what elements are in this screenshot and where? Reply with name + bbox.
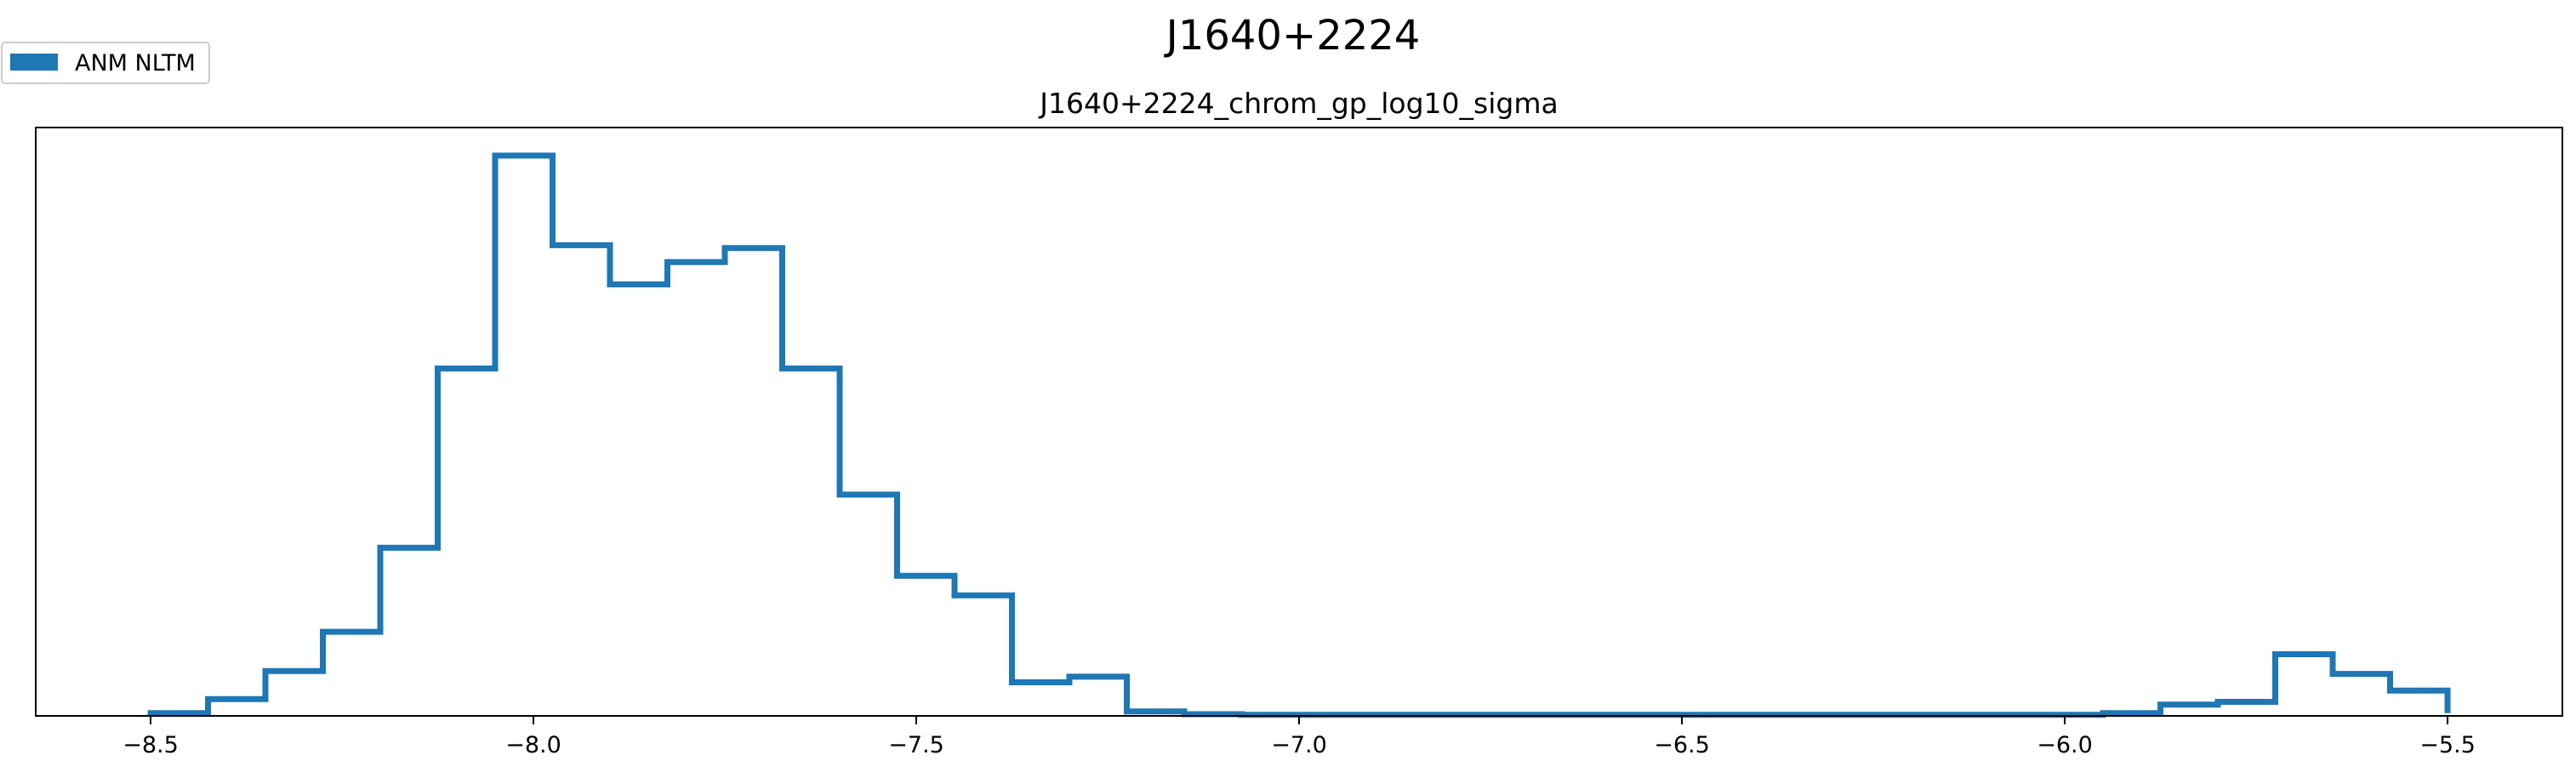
legend-swatch-anm-nltm <box>10 54 58 71</box>
x-tick-label: −6.0 <box>2037 732 2093 758</box>
axes-frame <box>35 127 2563 717</box>
x-axis: −8.5 −8.0 −7.5 −7.0 −6.5 −6.0 −5.5 <box>123 716 2476 758</box>
x-tick-label: −8.5 <box>123 732 179 758</box>
x-tick-label: −8.0 <box>505 732 561 758</box>
histogram-step-series-0 <box>147 152 2451 718</box>
plot-area <box>147 152 2451 718</box>
x-tick-label: −7.5 <box>888 732 944 758</box>
x-tick-label: −6.5 <box>1654 732 1710 758</box>
legend: ANM NLTM <box>1 42 210 84</box>
x-tick-label: −5.5 <box>2419 732 2476 758</box>
x-tick-label: −7.0 <box>1271 732 1327 758</box>
legend-frame <box>1 42 210 84</box>
axes-title: J1640+2224_chrom_gp_log10_sigma <box>1038 87 1558 120</box>
legend-label-anm-nltm: ANM NLTM <box>75 50 196 77</box>
figure-suptitle: J1640+2224 <box>1164 12 1421 60</box>
